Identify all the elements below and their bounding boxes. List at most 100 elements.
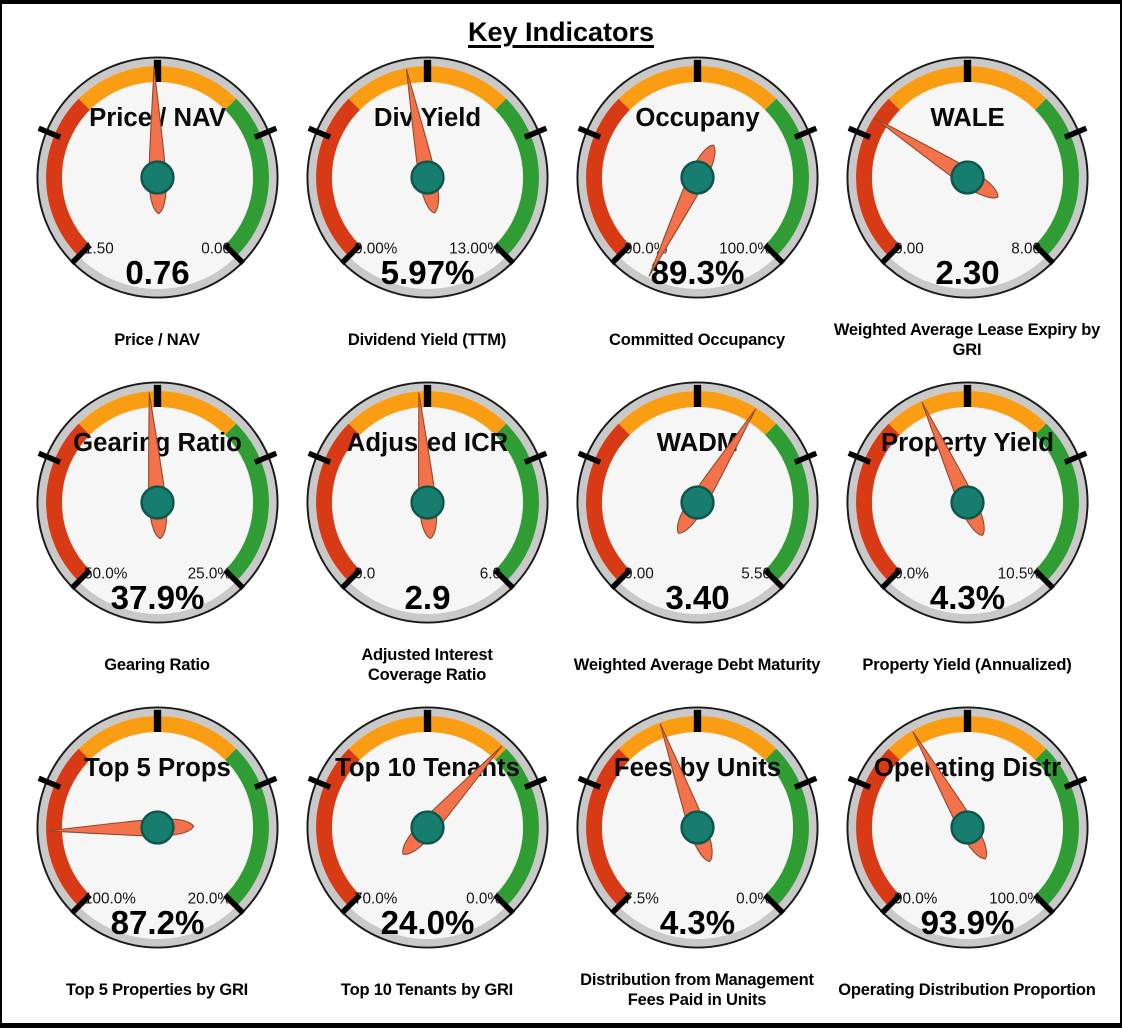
gauge-max-label: 100.0% [719,240,771,257]
gauge-grid: Price / NAV 1.50 0.00 0.76 Price / NAV D… [22,55,1120,1030]
gauge-tick-quarter-right [523,450,547,465]
gauge-dial: Div Yield 0.00% 13.00% 5.97% [305,56,549,299]
gauge-tick-start [69,243,92,266]
gauge-cell[interactable]: Gearing Ratio 50.0% 25.0% 37.9% Gearing … [22,380,292,705]
gauge-caption: Weighted Average Debt Maturity [573,656,821,675]
gauge-tick-quarter-right [1063,775,1087,790]
gauge-dial: Gearing Ratio 50.0% 25.0% 37.9% [35,381,279,624]
gauge-caption-area: Dividend Yield (TTM) [293,302,561,380]
gauge-zone-red [315,423,360,582]
gauge-tick-quarter-left [847,125,871,140]
page-title: Key Indicators [467,17,655,47]
gauge-tick-quarter-right [253,125,277,140]
gauge-tick-start [879,243,902,266]
gauge-title: WALE [930,104,1004,132]
gauge-value: 93.9% [920,905,1014,942]
gauge-max-label: 13.00% [449,240,501,257]
gauge-max-label: 0.0% [466,890,501,907]
gauge-cell[interactable]: Div Yield 0.00% 13.00% 5.97% Dividend Yi… [292,55,562,380]
gauge-tick-quarter-left [847,775,871,790]
gauge-dial: WALE 0.00 8.00 2.30 [845,56,1089,299]
gauge-title: Property Yield [881,429,1054,457]
gauge-dial: WADM 0.00 5.50 3.40 [575,381,819,624]
gauge-zone-green [1034,423,1079,582]
gauge-cell[interactable]: WADM 0.00 5.50 3.40 Weighted Average Deb… [562,380,832,705]
gauge-tick-quarter-right [793,775,817,790]
gauge-zone-red [315,98,360,257]
gauge-zone-red [45,98,90,257]
gauge-value: 4.3% [659,905,734,942]
gauge-tick-end [222,243,245,266]
gauge-cell[interactable]: WALE 0.00 8.00 2.30 Weighted Average Lea… [832,55,1102,380]
gauge-tick-quarter-right [523,125,547,140]
gauge-title: Div Yield [373,104,480,132]
gauge-hub [139,160,175,195]
gauge-caption: Top 10 Tenants by GRI [340,981,514,1000]
gauge-dial: Fees by Units 7.5% 0.0% 4.3% [575,706,819,949]
gauge-dial: Top 5 Props 100.0% 20.0% 87.2% [35,706,279,949]
gauge-zone-green [494,98,539,257]
gauge-tick-quarter-left [37,125,61,140]
gauge-caption-area: Top 5 Properties by GRI [23,952,291,1030]
gauge-caption-area: Property Yield (Annualized) [833,627,1101,705]
gauge-min-label: 0.00 [894,240,924,257]
gauge-caption: Price / NAV [114,331,200,350]
gauge-title: Operating Distr [873,754,1060,782]
gauge-tick-end [1032,243,1055,266]
gauge-zone-green [764,423,809,582]
gauge-hub [409,810,445,845]
gauge-caption: Distribution from Management Fees Paid i… [580,971,814,1009]
gauge-zone-red [585,423,630,582]
gauge-dial: Top 10 Tenants 70.0% 0.0% 24.0% [305,706,549,949]
gauge-caption-area: Distribution from Management Fees Paid i… [563,952,831,1030]
gauge-value: 87.2% [110,905,204,942]
gauge-zone-green [494,748,539,907]
gauge-tick-quarter-left [577,450,601,465]
gauge-value: 4.3% [929,580,1004,617]
gauge-dial: Adjusted ICR 0.0 6.0 2.9 [305,381,549,624]
gauge-hub [139,810,175,845]
gauge-tick-start [879,893,902,916]
gauge-tick-quarter-right [523,775,547,790]
gauge-max-label: 100.0% [989,890,1041,907]
gauge-caption-area: Committed Occupancy [563,302,831,380]
gauge-cell[interactable]: Fees by Units 7.5% 0.0% 4.3% Distributio… [562,705,832,1030]
gauge-caption: Weighted Average Lease Expiry by GRI [833,321,1101,359]
gauge-cell[interactable]: Property Yield 0.0% 10.5% 4.3% Property … [832,380,1102,705]
gauge-min-label: 100.0% [84,890,136,907]
gauge-dial: Price / NAV 1.50 0.00 0.76 [35,56,279,299]
gauge-value: 24.0% [380,905,474,942]
gauge-tick-quarter-left [307,125,331,140]
gauge-value: 3.40 [665,580,729,617]
gauge-zone-red [585,98,630,257]
gauge-caption: Top 5 Properties by GRI [65,981,249,1000]
gauge-dial: Occupany 90.0% 100.0% 89.3% [575,56,819,299]
gauge-value: 2.9 [404,580,450,617]
gauge-hub [409,485,445,520]
gauge-cell[interactable]: Operating Distr 90.0% 100.0% 93.9% Opera… [832,705,1102,1030]
gauge-cell[interactable]: Adjusted ICR 0.0 6.0 2.9 Adjusted Intere… [292,380,562,705]
gauge-caption-area: Price / NAV [23,302,291,380]
gauge-tick-quarter-right [793,125,817,140]
gauge-hub [949,810,985,845]
gauge-value: 0.76 [125,255,189,292]
gauge-tick-start [339,568,362,591]
gauge-tick-start [69,568,92,591]
gauge-tick-end [762,893,785,916]
gauge-cell[interactable]: Top 5 Props 100.0% 20.0% 87.2% Top 5 Pro… [22,705,292,1030]
gauge-value: 37.9% [110,580,204,617]
gauge-tick-quarter-left [847,450,871,465]
gauge-caption-area: Operating Distribution Proportion [833,952,1101,1030]
gauge-tick-quarter-left [577,775,601,790]
gauge-tick-quarter-right [253,450,277,465]
gauge-zone-green [494,423,539,582]
gauge-min-label: 0.00 [624,565,654,582]
gauge-tick-start [609,243,632,266]
gauge-cell[interactable]: Price / NAV 1.50 0.00 0.76 Price / NAV [22,55,292,380]
gauge-caption-area: Top 10 Tenants by GRI [293,952,561,1030]
gauge-hub [949,485,985,520]
gauge-cell[interactable]: Occupany 90.0% 100.0% 89.3% Committed Oc… [562,55,832,380]
gauge-tick-end [762,243,785,266]
gauge-min-label: 70.0% [354,890,398,907]
gauge-cell[interactable]: Top 10 Tenants 70.0% 0.0% 24.0% Top 10 T… [292,705,562,1030]
